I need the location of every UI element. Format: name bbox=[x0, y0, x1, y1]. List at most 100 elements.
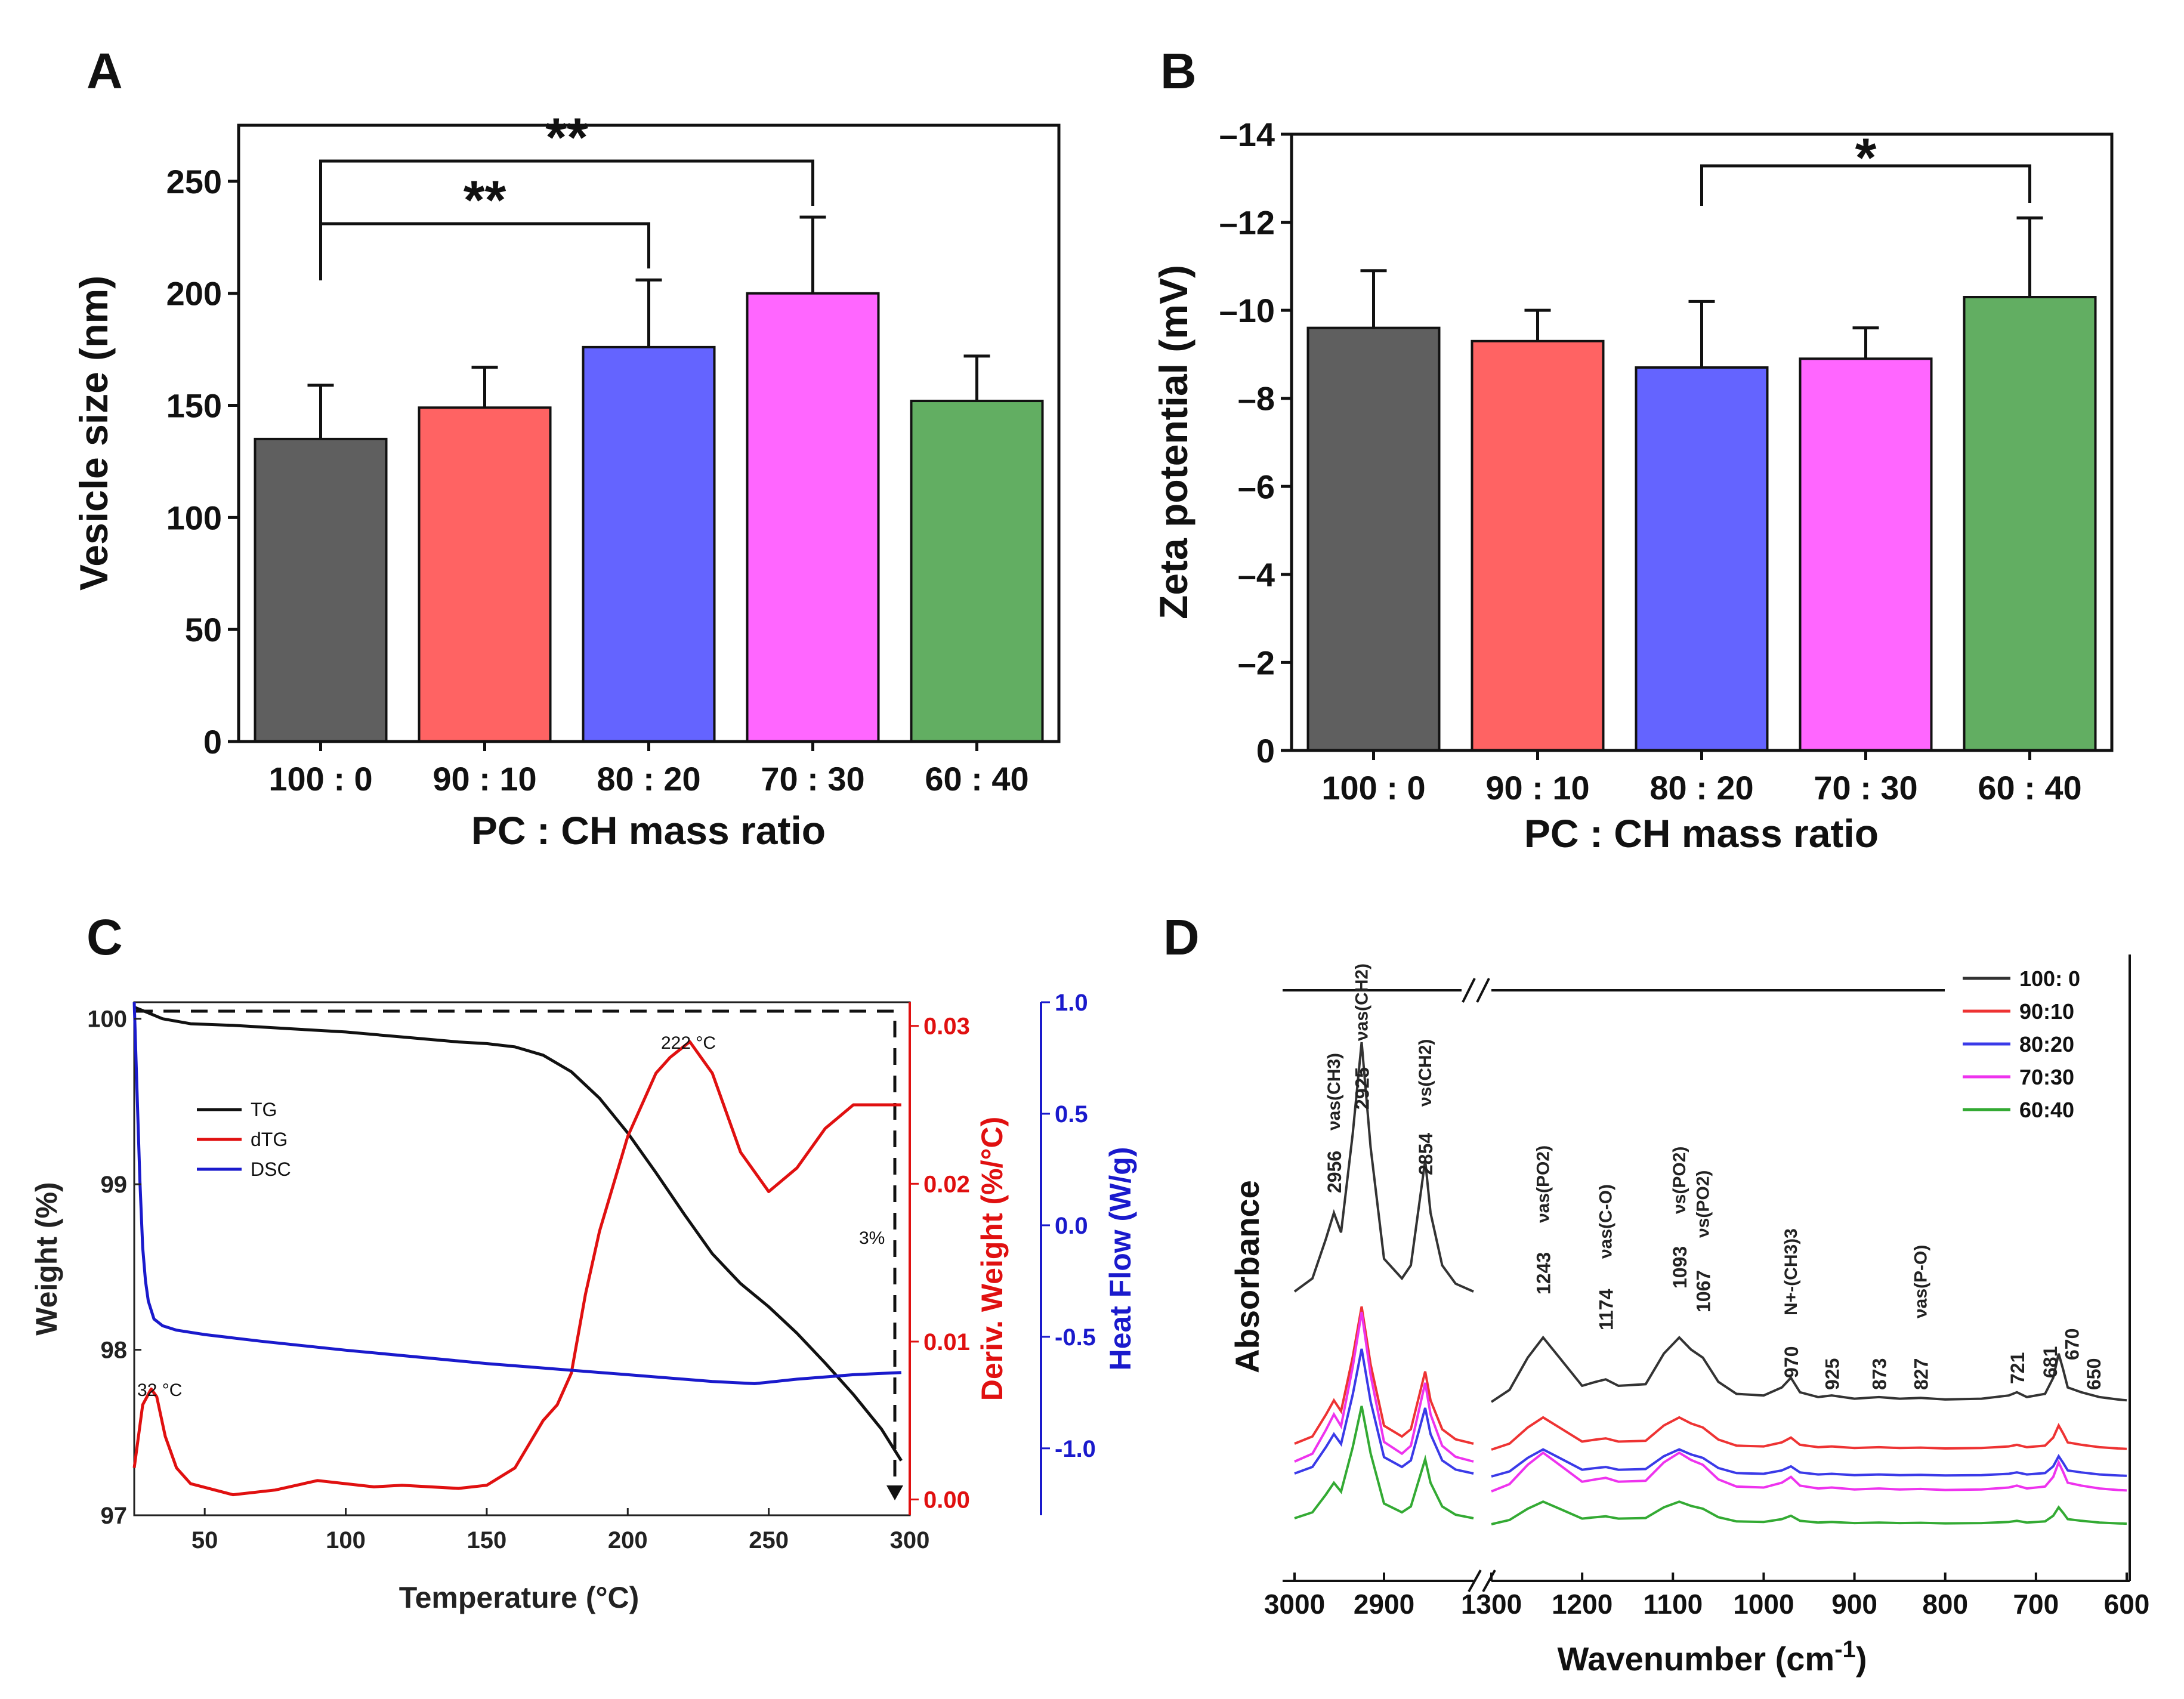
panel-a: A ** ** 0 50 100 150 200 250 100 : 0 90 : 10 80 … bbox=[72, 43, 1061, 852]
x-tick-label: 80 : 20 bbox=[597, 760, 700, 798]
peak-label: 2956 bbox=[1324, 1151, 1345, 1193]
y-axis-deriv-ticks: 0.00 0.01 0.02 0.03 bbox=[910, 1014, 970, 1513]
peak-label: 670 bbox=[2062, 1329, 2083, 1360]
series-line-dsc bbox=[132, 1002, 901, 1385]
y-tick-label: 0.5 bbox=[1055, 1101, 1088, 1127]
spectrum-right-1 bbox=[1490, 1335, 2127, 1403]
assignment-label: νas(PO2) bbox=[1534, 1145, 1553, 1223]
spectra-series bbox=[1293, 1042, 2127, 1525]
spectrum-right-2 bbox=[1491, 1416, 2127, 1451]
x-axis-ticks: 3000 2900 1300 1200 1100 1000 900 800 700 600 bbox=[1264, 1573, 2150, 1620]
peak-label: 873 bbox=[1869, 1358, 1890, 1390]
spectrum-right-4 bbox=[1491, 1451, 2127, 1493]
y-tick-label: –4 bbox=[1238, 556, 1275, 594]
peak-annotation-32: 32 °C bbox=[137, 1380, 182, 1400]
bar-4 bbox=[746, 292, 880, 743]
assignment-label: νas(C-O) bbox=[1596, 1184, 1616, 1259]
y-axis-label: Absorbance bbox=[1228, 1180, 1266, 1373]
y-tick-label: 0 bbox=[1256, 732, 1275, 770]
significance-bracket bbox=[1700, 164, 2031, 206]
legend-label-2: 90:10 bbox=[2019, 999, 2074, 1024]
y-tick-label: 99 bbox=[101, 1172, 128, 1198]
peak-label: 2854 bbox=[1415, 1133, 1437, 1175]
axes-frame bbox=[1283, 954, 2131, 1592]
bar-3 bbox=[582, 345, 716, 743]
y-tick-label: 0 bbox=[203, 723, 222, 761]
x-tick-label: 1100 bbox=[1643, 1589, 1703, 1620]
spectrum-left-2 bbox=[1294, 1306, 1474, 1445]
legend-label-1: 100: 0 bbox=[2019, 966, 2080, 991]
y-tick-label: 0.01 bbox=[923, 1329, 970, 1355]
legend-label-4: 70:30 bbox=[2019, 1065, 2074, 1089]
assignment-label: νs(CH2) bbox=[1416, 1039, 1435, 1107]
spectrum-left-3 bbox=[1294, 1348, 1474, 1475]
legend-label-5: 60:40 bbox=[2019, 1098, 2074, 1122]
peak-label: 970 bbox=[1781, 1346, 1802, 1378]
significance-label: * bbox=[1855, 128, 1877, 189]
spectrum-right-5 bbox=[1491, 1500, 2127, 1525]
peak-label: 650 bbox=[2083, 1358, 2105, 1390]
legend-label-dtg: dTG bbox=[251, 1129, 288, 1150]
panel-b: B * 0 –2 –4 –6 –8 –10 –12 –14 100 : 0 90 : 10 80 … bbox=[1151, 43, 2114, 855]
y-tick-label: -1.0 bbox=[1055, 1436, 1096, 1462]
legend: TG dTG DSC bbox=[197, 1099, 291, 1180]
legend-label-dsc: DSC bbox=[251, 1159, 291, 1180]
x-tick-label: 2900 bbox=[1354, 1589, 1414, 1620]
axis-break-icon bbox=[1468, 1570, 1496, 1592]
legend-label-3: 80:20 bbox=[2019, 1032, 2074, 1057]
x-tick-label: 100 : 0 bbox=[1321, 769, 1425, 807]
y-tick-label: –12 bbox=[1219, 204, 1275, 242]
y-tick-label: 150 bbox=[166, 387, 222, 425]
y-tick-label: –6 bbox=[1238, 468, 1275, 505]
x-tick-label: 70 : 30 bbox=[761, 760, 864, 798]
x-tick-label: 600 bbox=[2104, 1589, 2150, 1620]
panel-d: D 3000 2900 1300 1200 1100 1000 900 800 700 600 2… bbox=[1163, 909, 2149, 1678]
y-tick-label: 100 bbox=[87, 1006, 127, 1033]
y-axis-label: Zeta potential (mV) bbox=[1151, 265, 1196, 619]
y-axis-left-label: Weight (%) bbox=[30, 1182, 63, 1335]
x-axis-ticks: 50 100 150 200 250 300 bbox=[191, 1508, 929, 1553]
panel-label-c: C bbox=[87, 909, 123, 965]
axis-break-icon bbox=[1462, 978, 1490, 1003]
peak-label: 1093 bbox=[1669, 1246, 1691, 1289]
y-axis-heatflow-label: Heat Flow (W/g) bbox=[1104, 1147, 1137, 1371]
x-tick-label: 200 bbox=[608, 1527, 648, 1553]
y-tick-label: –8 bbox=[1238, 380, 1275, 418]
bar-1 bbox=[254, 437, 388, 743]
peak-label: 827 bbox=[1911, 1358, 1932, 1390]
x-tick-label: 1000 bbox=[1733, 1589, 1794, 1620]
dashed-guide bbox=[136, 1009, 897, 1494]
y-axis-deriv-label: Deriv. Weight (%/°C) bbox=[975, 1117, 1009, 1401]
y-tick-label: 0.03 bbox=[923, 1014, 970, 1040]
bar-5 bbox=[1963, 296, 2097, 752]
y-tick-label: 98 bbox=[101, 1337, 128, 1364]
x-tick-label: 1200 bbox=[1552, 1589, 1612, 1620]
x-tick-label: 700 bbox=[2013, 1589, 2059, 1620]
bar-5 bbox=[910, 400, 1044, 743]
legend: 100: 0 90:10 80:20 70:30 60:40 bbox=[1963, 966, 2080, 1122]
y-tick-label: -0.5 bbox=[1055, 1324, 1096, 1351]
x-tick-label: 80 : 20 bbox=[1649, 769, 1753, 807]
y-axis-left-ticks: 97 98 99 100 bbox=[87, 1006, 141, 1529]
assignment-label: N+-(CH3)3 bbox=[1781, 1228, 1801, 1315]
bar-2 bbox=[1471, 339, 1605, 752]
assignment-label: νas(CH2) bbox=[1352, 963, 1372, 1041]
y-tick-label: 0.00 bbox=[923, 1487, 970, 1513]
significance-label: ** bbox=[545, 107, 588, 168]
x-tick-label: 60 : 40 bbox=[925, 760, 1028, 798]
y-tick-label: 50 bbox=[185, 611, 222, 648]
y-tick-label: 200 bbox=[166, 275, 222, 313]
peak-label: 681 bbox=[2040, 1346, 2061, 1378]
y-tick-label: 250 bbox=[166, 163, 222, 200]
x-tick-label: 90 : 10 bbox=[433, 760, 536, 798]
x-tick-label: 300 bbox=[890, 1527, 930, 1553]
assignment-label: νas(CH3) bbox=[1324, 1053, 1344, 1130]
x-tick-label: 100 bbox=[326, 1527, 366, 1553]
spectrum-left-5 bbox=[1294, 1405, 1474, 1519]
x-axis-ticks: 100 : 0 90 : 10 80 : 20 70 : 30 60 : 40 bbox=[268, 742, 1029, 798]
x-axis-ticks: 100 : 0 90 : 10 80 : 20 70 : 30 60 : 40 bbox=[1321, 750, 2082, 807]
peak-label: 925 bbox=[1822, 1358, 1843, 1390]
x-tick-label: 900 bbox=[1831, 1589, 1877, 1620]
